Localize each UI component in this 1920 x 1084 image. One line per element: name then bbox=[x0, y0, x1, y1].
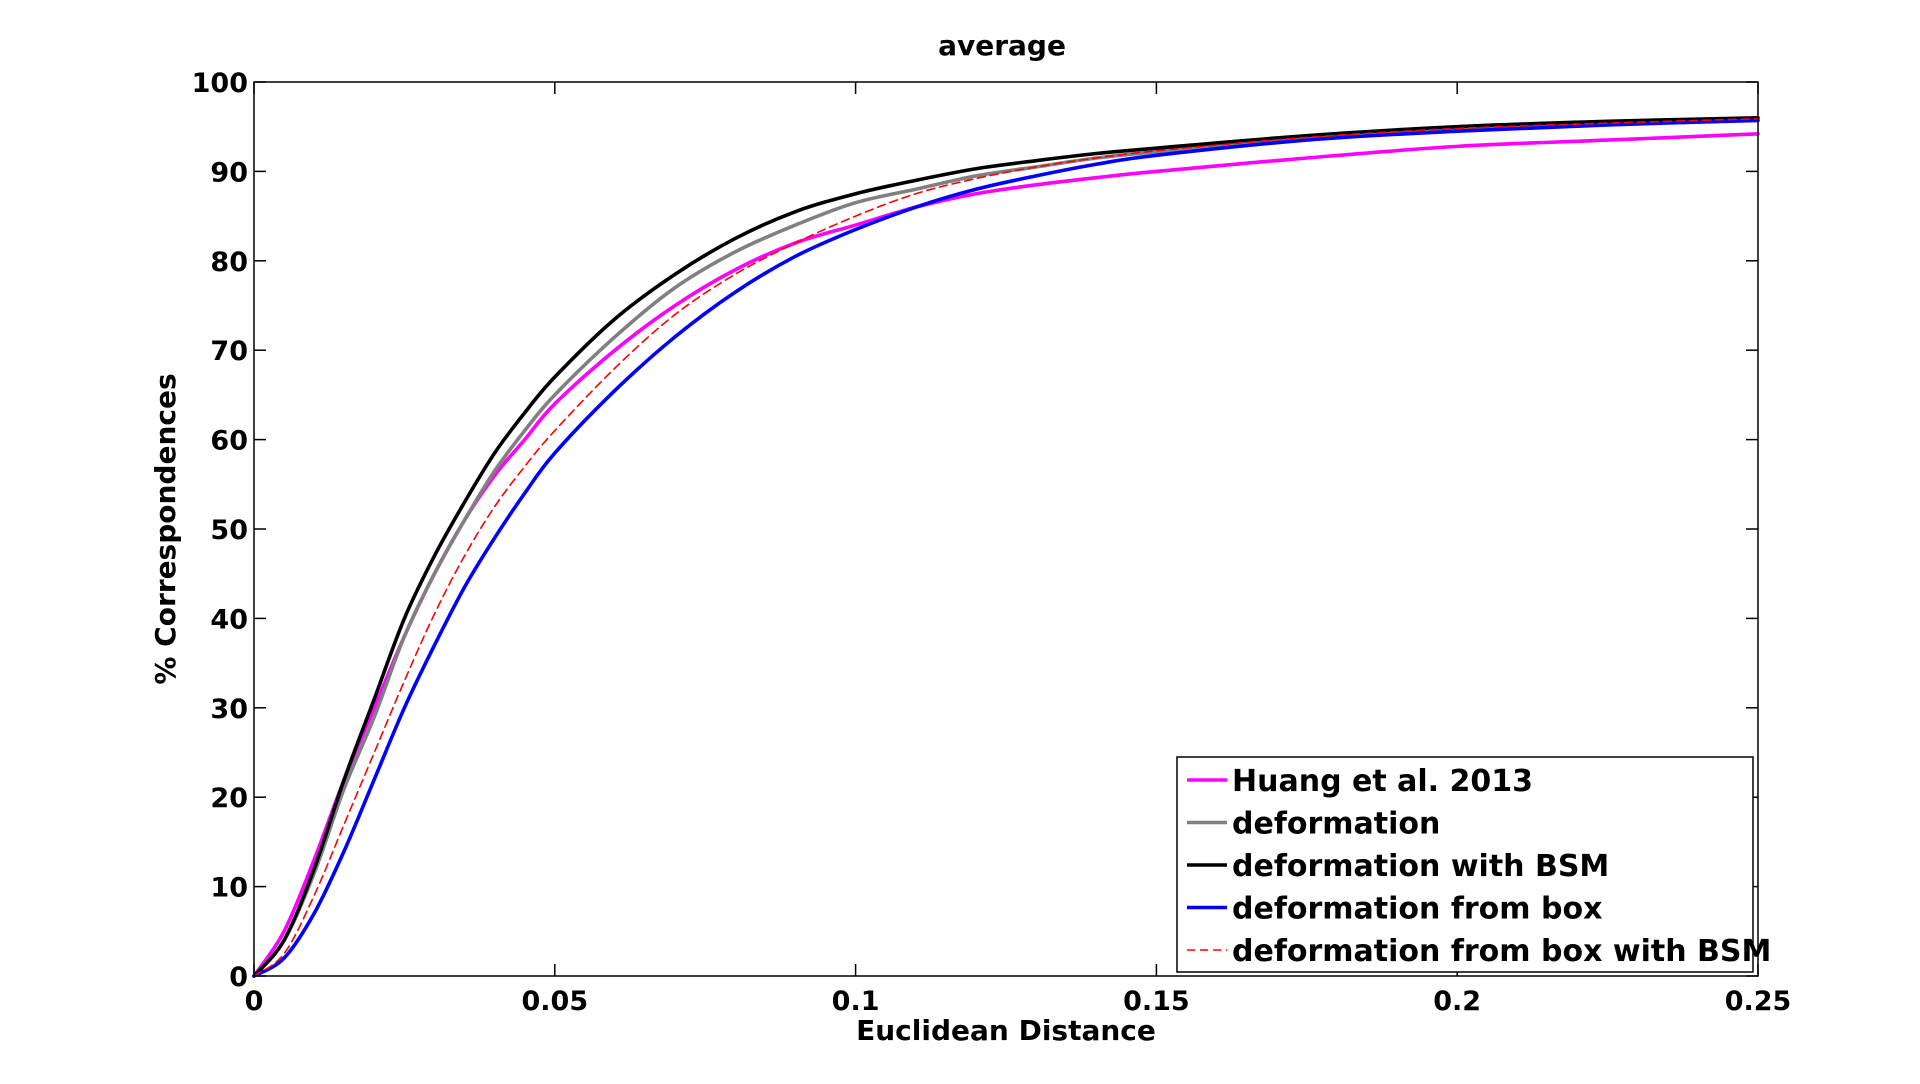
series-layer bbox=[252, 115, 1760, 978]
legend-label: deformation from box bbox=[1232, 892, 1602, 927]
y-tick-label: 50 bbox=[210, 515, 248, 546]
x-tick-label: 0.1 bbox=[832, 986, 880, 1017]
chart-title: average bbox=[938, 29, 1066, 62]
y-axis-title: % Correspondences bbox=[149, 373, 182, 684]
legend-items: Huang et al. 2013 deformation deformation … bbox=[1187, 764, 1771, 969]
series-line-3 bbox=[252, 118, 1760, 978]
series-line-2 bbox=[252, 115, 1760, 978]
legend-label: Huang et al. 2013 bbox=[1232, 764, 1533, 799]
y-tick-label: 90 bbox=[210, 157, 248, 188]
y-tick-label: 40 bbox=[210, 604, 248, 635]
y-tick-label: 100 bbox=[192, 68, 248, 99]
series-line-4 bbox=[253, 117, 1759, 977]
y-tick-label: 20 bbox=[210, 783, 248, 814]
y-tick-label: 80 bbox=[210, 247, 248, 278]
series-line-0 bbox=[252, 132, 1760, 978]
x-tick-label: 0.05 bbox=[521, 986, 588, 1017]
y-tick-labels: 0 10 20 30 40 50 60 70 80 90 100 bbox=[192, 68, 248, 993]
legend-box bbox=[1176, 756, 1754, 973]
x-tick-label: 0.2 bbox=[1433, 986, 1481, 1017]
y-tick-label: 30 bbox=[210, 694, 248, 725]
y-tick-label: 60 bbox=[210, 426, 248, 457]
legend-label: deformation bbox=[1232, 807, 1440, 842]
x-axis-title: Euclidean Distance bbox=[856, 1014, 1156, 1047]
y-tick-label: 0 bbox=[229, 962, 248, 993]
x-tick-label: 0 bbox=[245, 986, 264, 1017]
y-tick-label: 70 bbox=[210, 336, 248, 367]
x-tick-label: 0.15 bbox=[1123, 986, 1190, 1017]
legend: Huang et al. 2013 deformation deformation … bbox=[1176, 756, 1771, 973]
legend-label: deformation with BSM bbox=[1232, 849, 1609, 884]
plot-frame bbox=[253, 81, 1759, 977]
x-tick-label: 0.25 bbox=[1725, 986, 1792, 1017]
x-tick-labels: 0 0.05 0.1 0.15 0.2 0.25 bbox=[245, 986, 1792, 1017]
legend-label: deformation from box with BSM bbox=[1232, 934, 1771, 969]
y-tick-label: 10 bbox=[210, 873, 248, 904]
